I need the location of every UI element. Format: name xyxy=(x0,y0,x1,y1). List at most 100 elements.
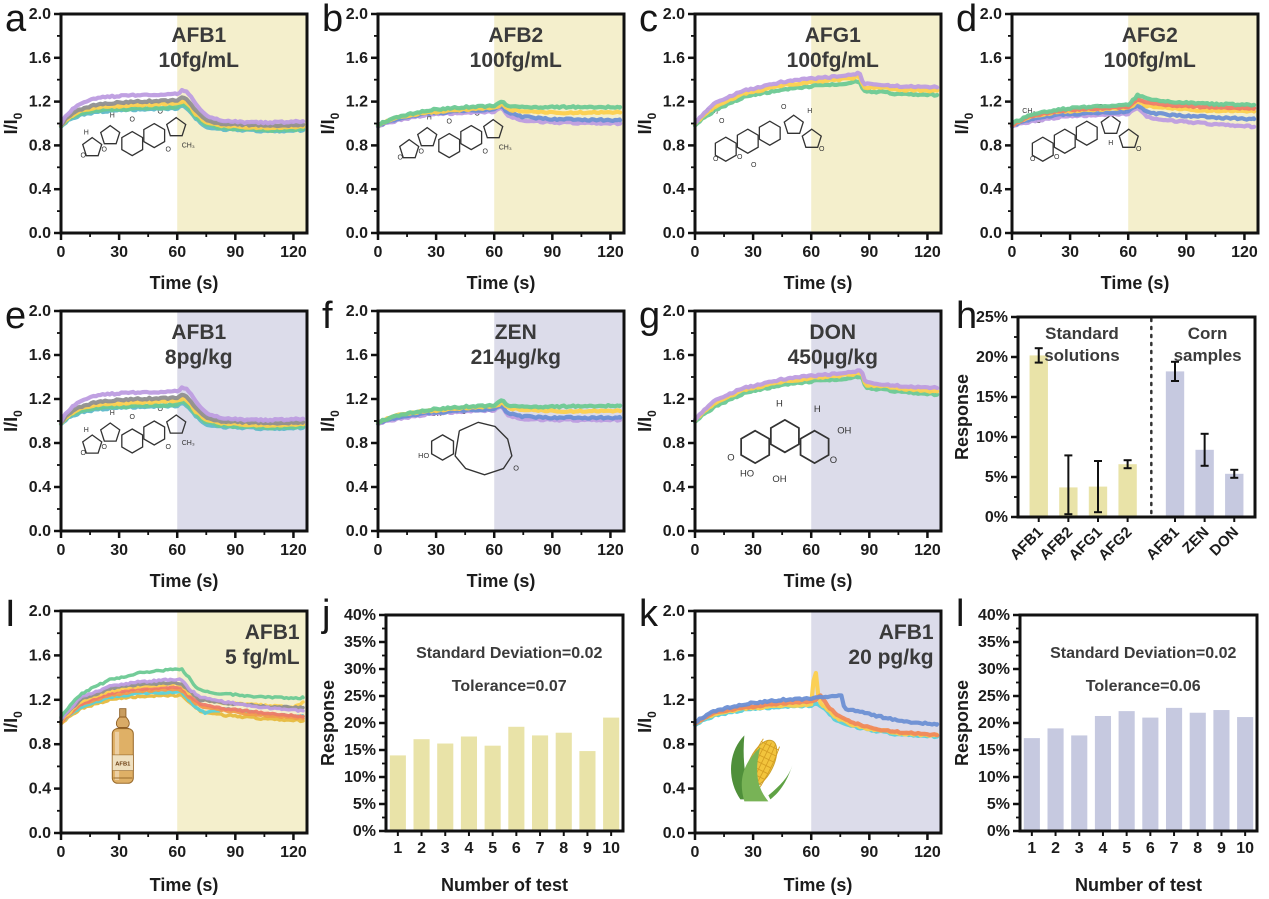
axis-ticks: 0 30 60 90 120 0.0 0.4 0.8 1.2 1.6 2.0 xyxy=(29,603,307,861)
svg-text:O: O xyxy=(819,146,825,153)
y-axis-label: I/I0 xyxy=(635,112,659,134)
svg-text:90: 90 xyxy=(543,244,561,261)
svg-text:120: 120 xyxy=(1231,244,1258,261)
x-axis-label: Time (s) xyxy=(150,875,219,895)
axis-ticks: 0 30 60 90 120 0.0 0.4 0.8 1.2 1.6 2.0 xyxy=(346,6,624,261)
bar-7 xyxy=(1225,473,1244,517)
panel-title-line-2: 450µg/kg xyxy=(788,346,878,369)
svg-text:0.0: 0.0 xyxy=(29,825,51,842)
trace-1 xyxy=(58,101,306,133)
svg-text:60: 60 xyxy=(168,542,186,559)
panel-l: l 0% 5% 10% 15% 20% 25% 30% 35% 40% 1 2 3 4 5 6 7 8 9 10 Nu… xyxy=(952,593,1269,899)
svg-text:7: 7 xyxy=(1170,840,1179,857)
svg-text:O: O xyxy=(101,147,107,154)
trace-4 xyxy=(58,87,306,127)
bar-7 xyxy=(1165,707,1183,831)
svg-text:0%: 0% xyxy=(985,509,1008,526)
panel-title-line-1: AFB1 xyxy=(171,321,226,344)
y-axis-label: Response xyxy=(952,680,972,766)
bar-9 xyxy=(1213,710,1230,831)
svg-text:0.8: 0.8 xyxy=(663,736,685,753)
trace-0 xyxy=(692,374,940,424)
svg-text:0.0: 0.0 xyxy=(663,825,685,842)
trace-2 xyxy=(692,70,940,126)
svg-text:O: O xyxy=(101,444,107,451)
axis-ticks: 0 30 60 90 120 0.0 0.4 0.8 1.2 1.6 2.0 xyxy=(29,303,307,559)
panel-a-chart: O O H H O O O CH₃ 0 30 60 90 120 0.0 0.4 0.8 1.2 1.6 2.0 Ti… xyxy=(1,6,309,293)
svg-text:35%: 35% xyxy=(344,634,376,651)
svg-text:3: 3 xyxy=(441,840,450,857)
panel-i-letter: I xyxy=(5,593,16,635)
svg-text:120: 120 xyxy=(597,542,624,559)
shade-region xyxy=(177,611,307,833)
svg-text:1: 1 xyxy=(1027,840,1036,857)
svg-text:H: H xyxy=(807,108,812,115)
y-axis-label: Response xyxy=(318,680,338,766)
x-axis-label: Time (s) xyxy=(784,273,853,293)
ampoule-icon: AFB1 xyxy=(111,708,134,784)
svg-text:0%: 0% xyxy=(353,823,376,840)
svg-text:40%: 40% xyxy=(978,607,1010,624)
error-bar-6 xyxy=(1200,432,1209,467)
bar-6 xyxy=(1142,717,1159,831)
svg-text:2.0: 2.0 xyxy=(29,6,51,23)
svg-text:0: 0 xyxy=(1008,244,1017,261)
trace-3 xyxy=(375,398,623,425)
error-bar-7 xyxy=(1230,468,1239,479)
panel-l-letter: l xyxy=(956,593,965,635)
x-axis-label: Time (s) xyxy=(150,273,219,293)
svg-text:O: O xyxy=(418,149,424,156)
x-axis-label: Time (s) xyxy=(784,875,853,895)
svg-text:O: O xyxy=(1136,146,1142,153)
svg-text:2: 2 xyxy=(1051,840,1060,857)
svg-text:120: 120 xyxy=(280,844,307,861)
svg-text:0.4: 0.4 xyxy=(663,181,685,198)
svg-text:90: 90 xyxy=(543,542,561,559)
svg-text:30: 30 xyxy=(1061,244,1079,261)
svg-text:ZEN: ZEN xyxy=(1179,524,1212,557)
svg-text:10%: 10% xyxy=(344,769,376,786)
panel-j: j 0% 5% 10% 15% 20% 25% 30% 35% 40% 1 2 3 4 5 6 7 8 9 10 Nu… xyxy=(318,593,635,899)
x-axis-label: Number of test xyxy=(1075,875,1202,895)
svg-text:2.0: 2.0 xyxy=(29,303,51,320)
annotation-line-1: Standard Deviation=0.02 xyxy=(1050,645,1236,662)
svg-text:2.0: 2.0 xyxy=(980,6,1002,23)
annotation-line-2: Tolerance=0.06 xyxy=(1086,678,1201,695)
svg-text:20%: 20% xyxy=(976,349,1008,366)
panel-b-letter: b xyxy=(322,0,344,40)
svg-text:4: 4 xyxy=(464,840,473,857)
panel-title-line-2: 5 fg/mL xyxy=(225,646,300,669)
svg-text:CH₃: CH₃ xyxy=(182,440,195,447)
svg-text:CH₃: CH₃ xyxy=(499,145,512,152)
svg-text:60: 60 xyxy=(802,844,820,861)
svg-text:120: 120 xyxy=(914,844,941,861)
bar-5 xyxy=(484,745,501,831)
svg-text:10%: 10% xyxy=(978,769,1010,786)
panel-title-line-2: 100fg/mL xyxy=(787,49,879,72)
panel-f: f OH HO O CH₃ O 0 30 60 90 120 0.0 0.4 0.8 1.2 1.6 2.0 T… xyxy=(318,296,635,595)
bar-2 xyxy=(413,739,430,831)
svg-text:6: 6 xyxy=(512,840,521,857)
svg-text:0.4: 0.4 xyxy=(346,181,368,198)
panel-j-letter: j xyxy=(322,593,331,635)
bar-8 xyxy=(555,732,572,831)
svg-text:30%: 30% xyxy=(344,661,376,678)
svg-text:O: O xyxy=(80,153,86,160)
svg-text:8: 8 xyxy=(1193,840,1202,857)
trace-3 xyxy=(58,392,306,426)
svg-text:0.4: 0.4 xyxy=(663,479,685,496)
svg-text:O: O xyxy=(165,444,171,451)
panel-title-line-2: 8pg/kg xyxy=(165,346,233,369)
svg-text:1.2: 1.2 xyxy=(663,391,685,408)
svg-text:0.8: 0.8 xyxy=(663,137,685,154)
x-axis-label: Number of test xyxy=(441,875,568,895)
shade-region xyxy=(811,14,941,233)
panel-e-letter: e xyxy=(5,295,27,337)
y-axis-label: I/I0 xyxy=(952,112,976,134)
svg-text:1.2: 1.2 xyxy=(980,94,1002,111)
svg-text:0.0: 0.0 xyxy=(346,225,368,242)
y-axis-label: I/I0 xyxy=(1,711,25,733)
